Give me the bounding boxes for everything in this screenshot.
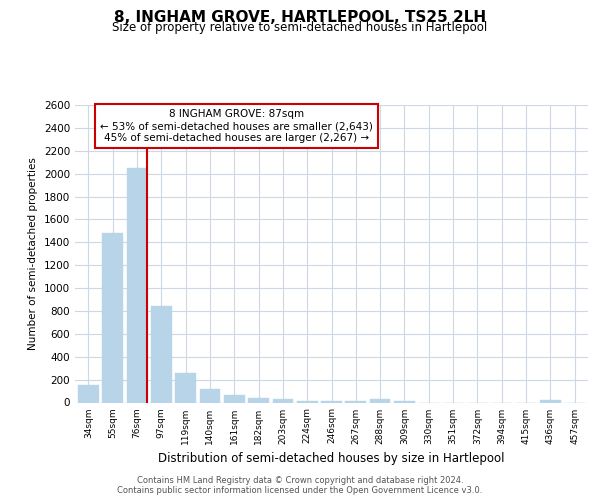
Bar (540, 400, 560, 402)
Bar (200, 389, 220, 402)
Text: 8, INGHAM GROVE, HARTLEPOOL, TS25 2LH: 8, INGHAM GROVE, HARTLEPOOL, TS25 2LH (114, 10, 486, 25)
Bar (248, 398, 269, 402)
Y-axis label: Number of semi-detached properties: Number of semi-detached properties (28, 158, 38, 350)
Bar (103, 233, 123, 402)
Bar (272, 399, 293, 402)
Bar (321, 401, 342, 402)
Text: Size of property relative to semi-detached houses in Hartlepool: Size of property relative to semi-detach… (112, 21, 488, 34)
Bar (370, 399, 391, 402)
Bar (297, 401, 317, 402)
Bar (224, 395, 245, 402)
Bar (151, 306, 172, 402)
Text: Contains HM Land Registry data © Crown copyright and database right 2024.
Contai: Contains HM Land Registry data © Crown c… (118, 476, 482, 495)
Bar (175, 373, 196, 402)
X-axis label: Distribution of semi-detached houses by size in Hartlepool: Distribution of semi-detached houses by … (158, 452, 505, 465)
Bar (78, 386, 99, 402)
Bar (127, 168, 148, 402)
Text: 8 INGHAM GROVE: 87sqm
← 53% of semi-detached houses are smaller (2,643)
45% of s: 8 INGHAM GROVE: 87sqm ← 53% of semi-deta… (100, 110, 373, 142)
